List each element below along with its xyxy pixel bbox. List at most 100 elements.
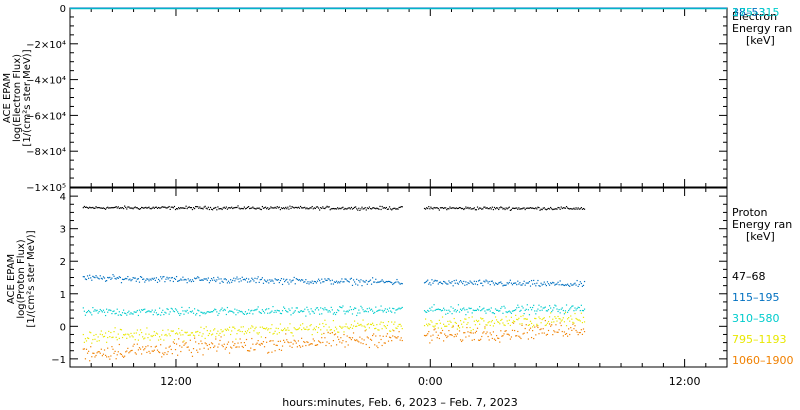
proton-data-point bbox=[457, 324, 460, 327]
proton-data-point bbox=[572, 323, 574, 325]
proton-data-point bbox=[311, 310, 313, 312]
proton-data-point bbox=[578, 208, 580, 210]
proton-data-point bbox=[508, 334, 510, 336]
proton-data-point bbox=[309, 343, 311, 345]
proton-data-point bbox=[334, 326, 337, 328]
proton-data-point bbox=[131, 207, 133, 209]
proton-data-point bbox=[368, 346, 371, 349]
proton-data-point bbox=[258, 311, 260, 313]
proton-data-point bbox=[473, 320, 475, 322]
proton-data-point bbox=[447, 283, 449, 285]
proton-data-point bbox=[159, 280, 161, 282]
proton-data-point bbox=[193, 277, 196, 279]
proton-data-point bbox=[171, 276, 173, 279]
proton-data-point bbox=[98, 351, 100, 353]
proton-data-point bbox=[528, 314, 531, 316]
proton-data-point bbox=[190, 311, 193, 313]
proton-data-point bbox=[556, 308, 558, 310]
proton-data-point bbox=[543, 317, 545, 319]
proton-data-point bbox=[396, 278, 398, 281]
proton-data-point bbox=[462, 207, 464, 210]
proton-data-point bbox=[261, 309, 264, 311]
proton-data-point bbox=[155, 277, 158, 279]
proton-data-point bbox=[86, 337, 89, 339]
proton-data-point bbox=[228, 352, 231, 354]
proton-data-point bbox=[361, 325, 363, 327]
proton-data-point bbox=[424, 281, 427, 283]
proton-data-point bbox=[116, 308, 118, 310]
proton-data-point bbox=[469, 326, 471, 329]
proton-data-point bbox=[361, 206, 363, 208]
proton-data-point bbox=[510, 282, 513, 284]
proton-data-point bbox=[424, 335, 427, 337]
proton-data-point bbox=[581, 208, 584, 210]
proton-data-point bbox=[401, 339, 403, 342]
proton-data-point bbox=[171, 330, 173, 332]
proton-data-point bbox=[257, 276, 259, 278]
proton-data-point bbox=[356, 325, 358, 327]
proton-data-point bbox=[246, 330, 249, 332]
proton-data-point bbox=[369, 279, 372, 281]
proton-data-point bbox=[271, 279, 273, 281]
proton-data-point bbox=[145, 346, 147, 348]
proton-data-point bbox=[103, 277, 106, 279]
proton-data-point bbox=[551, 282, 553, 285]
proton-data-point bbox=[562, 207, 564, 209]
proton-data-point bbox=[297, 328, 300, 330]
proton-data-point bbox=[349, 326, 351, 328]
proton-data-point bbox=[228, 282, 231, 284]
proton-data-point bbox=[559, 318, 561, 320]
proton-data-point bbox=[458, 281, 461, 283]
proton-data-point bbox=[376, 310, 378, 313]
proton-data-point bbox=[345, 311, 347, 313]
proton-data-point bbox=[381, 279, 383, 281]
proton-data-point bbox=[329, 311, 331, 313]
proton-data-point bbox=[94, 276, 96, 279]
proton-data-point bbox=[479, 279, 481, 281]
proton-data-point bbox=[363, 325, 365, 327]
proton-data-point bbox=[134, 206, 136, 208]
proton-data-point bbox=[556, 331, 558, 333]
proton-data-point bbox=[266, 281, 268, 283]
proton-data-point bbox=[328, 342, 330, 345]
proton-data-point bbox=[512, 320, 515, 322]
proton-data-point bbox=[467, 331, 469, 333]
proton-data-point bbox=[294, 340, 296, 342]
proton-data-point bbox=[155, 312, 158, 314]
proton-data-point bbox=[281, 207, 284, 210]
proton-data-point bbox=[259, 344, 261, 346]
proton-data-point bbox=[311, 205, 313, 208]
proton-data-point bbox=[131, 335, 133, 337]
proton-legend-title-line: Energy ran bbox=[732, 218, 792, 231]
proton-data-point bbox=[101, 311, 103, 313]
proton-data-point bbox=[285, 329, 287, 331]
proton-data-point bbox=[346, 335, 348, 337]
proton-data-point bbox=[135, 332, 137, 334]
proton-data-point bbox=[581, 333, 584, 335]
proton-data-point bbox=[467, 206, 469, 209]
proton-data-point bbox=[275, 279, 277, 281]
proton-data-point bbox=[112, 310, 114, 313]
proton-data-point bbox=[369, 208, 372, 210]
proton-data-point bbox=[378, 341, 380, 344]
proton-data-point bbox=[218, 278, 220, 280]
proton-data-point bbox=[206, 311, 208, 313]
proton-data-point bbox=[187, 334, 189, 336]
proton-data-point bbox=[449, 320, 451, 322]
proton-data-point bbox=[445, 313, 447, 315]
proton-data-point bbox=[472, 283, 474, 285]
proton-data-point bbox=[111, 206, 113, 209]
proton-data-point bbox=[351, 208, 354, 210]
proton-data-point bbox=[129, 336, 131, 338]
proton-data-point bbox=[541, 284, 543, 286]
proton-data-point bbox=[189, 339, 191, 341]
proton-data-point bbox=[149, 339, 151, 341]
proton-data-point bbox=[500, 330, 502, 332]
proton-data-point bbox=[469, 207, 471, 209]
proton-data-point bbox=[374, 207, 376, 209]
proton-data-point bbox=[108, 356, 110, 358]
proton-data-point bbox=[306, 282, 308, 285]
proton-data-point bbox=[290, 281, 292, 283]
proton-data-point bbox=[175, 343, 178, 345]
proton-data-point bbox=[358, 207, 360, 209]
